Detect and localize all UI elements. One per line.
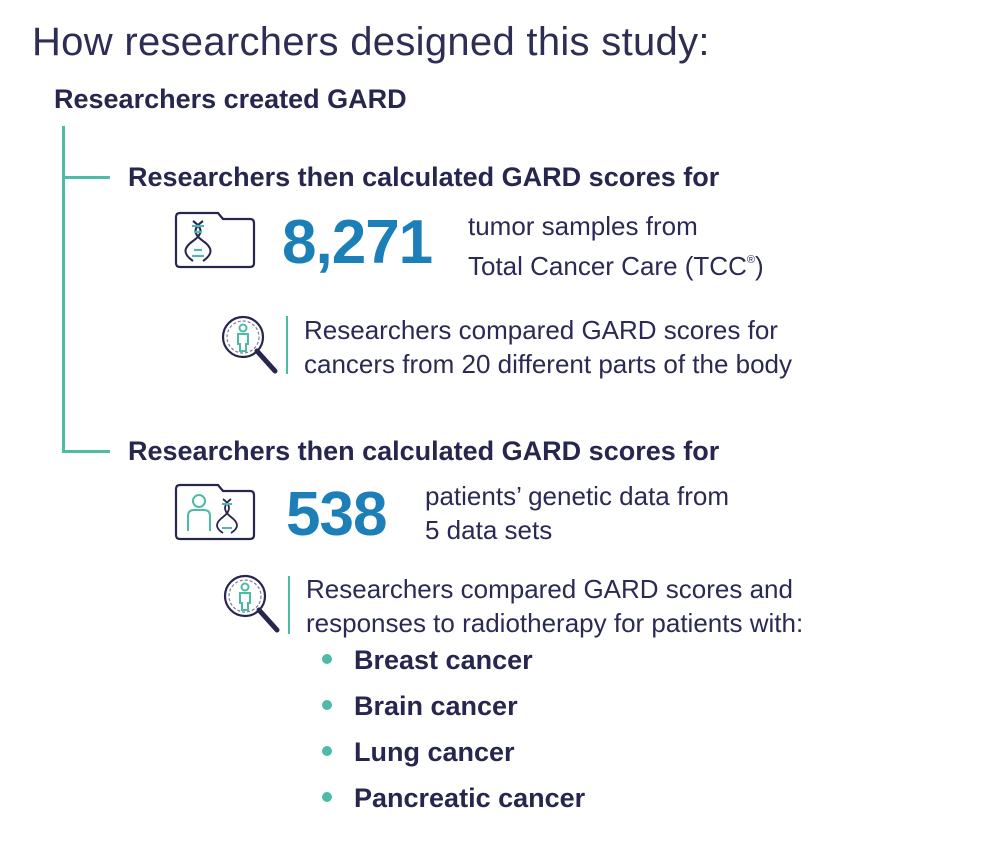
note-separator-2: [288, 576, 290, 634]
radio-note-line-2: responses to radiotherapy for patients w…: [306, 608, 804, 638]
patient-data-description: patients’ genetic data from 5 data sets: [425, 479, 729, 547]
patient-dna-folder-icon: [174, 483, 256, 541]
cancer-list-item: Pancreatic cancer: [322, 783, 585, 814]
tcc-note-line-1: Researchers compared GARD scores for: [304, 315, 778, 345]
step-heading-created: Researchers created GARD: [54, 84, 407, 114]
radio-note-line-1: Researchers compared GARD scores and: [306, 574, 793, 604]
note-separator-1: [286, 316, 288, 374]
tumor-sample-description: tumor samples from Total Cancer Care (TC…: [468, 209, 764, 283]
dna-folder-icon: [174, 211, 256, 269]
bullet-dot-icon: [322, 791, 332, 802]
step-heading-patients: Researchers then calculated GARD scores …: [128, 436, 720, 466]
tumor-desc-line-1: tumor samples from: [468, 211, 698, 241]
page-title: How researchers designed this study:: [32, 20, 710, 64]
tree-branch-line-1: [62, 176, 110, 179]
tcc-note-line-2: cancers from 20 different parts of the b…: [304, 349, 793, 379]
tree-branch-line-2: [62, 450, 110, 453]
cancer-list-item: Lung cancer: [322, 737, 515, 768]
magnifier-person-icon: [221, 315, 278, 374]
magnifier-person-icon: [223, 574, 280, 633]
bullet-dot-icon: [322, 699, 332, 710]
bullet-dot-icon: [322, 653, 332, 664]
patient-desc-line-2: 5 data sets: [425, 515, 553, 545]
bullet-dot-icon: [322, 745, 332, 756]
cancer-list-item: Brain cancer: [322, 691, 518, 722]
tumor-sample-count: 8,271: [282, 208, 433, 277]
tumor-desc-line-2: Total Cancer Care (TCC®): [468, 251, 764, 281]
tcc-comparison-note: Researchers compared GARD scores for can…: [304, 313, 792, 381]
tree-vertical-line: [62, 126, 65, 452]
patient-data-count: 538: [286, 480, 387, 549]
radiotherapy-comparison-note: Researchers compared GARD scores and res…: [306, 572, 803, 640]
patient-desc-line-1: patients’ genetic data from: [425, 481, 729, 511]
step-heading-tcc: Researchers then calculated GARD scores …: [128, 162, 720, 192]
cancer-list-item: Breast cancer: [322, 645, 533, 676]
